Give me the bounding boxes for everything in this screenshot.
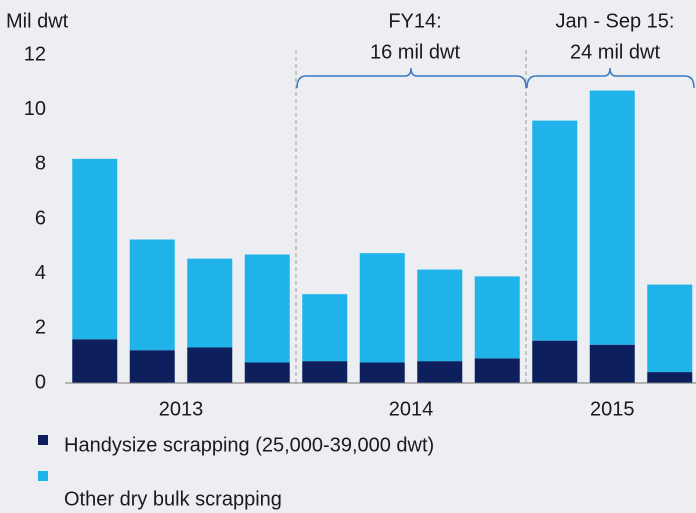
bar-segment: [417, 269, 463, 362]
x-group-label: 2014: [389, 398, 434, 420]
annotation-text: Jan - Sep 15:: [556, 10, 675, 32]
legend-swatch: [38, 435, 48, 445]
bar-segment: [647, 284, 693, 373]
legend-label: Other dry bulk scrapping: [64, 488, 282, 510]
y-axis-label: Mil dwt: [6, 10, 69, 32]
bar-segment: [72, 339, 118, 383]
annotation-bracket: [526, 67, 695, 89]
x-group-label: 2013: [159, 398, 204, 420]
y-tick-label: 10: [24, 98, 46, 120]
bar-segment: [359, 362, 405, 383]
y-tick-label: 6: [35, 207, 46, 229]
y-tick-label: 12: [24, 43, 46, 65]
y-tick-label: 4: [35, 262, 46, 284]
bar-segment: [359, 253, 405, 363]
legend-swatch: [38, 471, 48, 481]
y-tick-label: 8: [35, 153, 46, 175]
bar-segment: [474, 358, 520, 383]
bar-segment: [187, 347, 233, 383]
annotation-text: 16 mil dwt: [370, 41, 460, 63]
bar-segment: [187, 258, 233, 348]
y-tick-label: 0: [35, 371, 46, 393]
bar-segment: [302, 294, 348, 362]
bar-segment: [532, 340, 578, 383]
bar-segment: [647, 372, 693, 383]
y-tick-label: 2: [35, 317, 46, 339]
bar-segment: [532, 120, 578, 341]
bar-segment: [244, 362, 290, 383]
bar-segment: [129, 350, 175, 383]
bar-segment: [129, 239, 175, 351]
bar-segment: [589, 90, 635, 345]
bar-segment: [589, 344, 635, 383]
x-group-label: 2015: [590, 398, 635, 420]
bar-segment: [244, 254, 290, 363]
bar-segment: [302, 361, 348, 383]
bar-segment: [474, 276, 520, 359]
annotation-bracket: [296, 67, 527, 89]
bar-segment: [417, 361, 463, 383]
annotation-text: 24 mil dwt: [570, 41, 660, 63]
bar-segment: [72, 158, 118, 340]
legend-label: Handysize scrapping (25,000-39,000 dwt): [64, 434, 434, 456]
annotation-text: FY14:: [388, 10, 441, 32]
